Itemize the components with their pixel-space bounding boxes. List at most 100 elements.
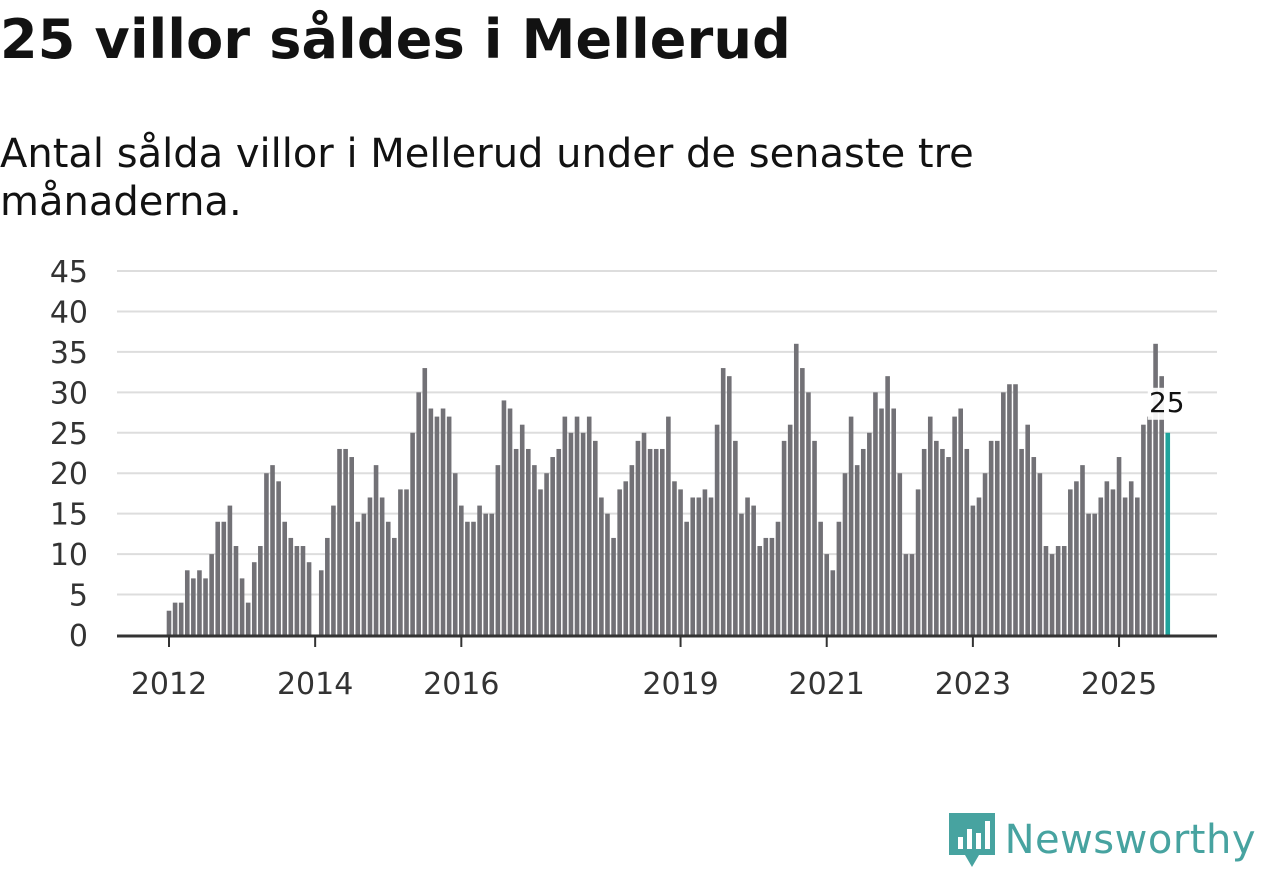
bar <box>593 440 598 635</box>
bar <box>1104 481 1110 635</box>
bar <box>946 457 951 635</box>
bar <box>1080 465 1085 635</box>
bar <box>739 513 744 635</box>
bar <box>1098 497 1104 635</box>
bar <box>611 537 616 635</box>
bar <box>672 481 677 635</box>
bar <box>806 392 811 635</box>
bar <box>1013 384 1018 635</box>
bar <box>203 578 208 635</box>
bar <box>300 546 306 635</box>
bar <box>1092 513 1097 635</box>
bar <box>373 465 379 635</box>
bar <box>1025 424 1030 635</box>
bar <box>209 554 214 635</box>
bar <box>233 546 239 635</box>
bar <box>909 554 915 635</box>
bar <box>574 416 580 635</box>
bar <box>964 448 970 635</box>
bar <box>452 473 458 635</box>
bar <box>532 465 537 635</box>
newsworthy-logo[interactable]: Newsworthy <box>947 811 1256 869</box>
bar <box>239 578 245 635</box>
bar <box>556 448 562 635</box>
bar <box>1049 554 1055 635</box>
bar <box>1153 343 1158 635</box>
chart-subtitle: Antal sålda villor i Mellerud under de s… <box>0 131 974 225</box>
bar <box>678 489 683 635</box>
bar <box>1086 513 1091 635</box>
bar <box>988 440 994 635</box>
y-axis-labels: 0 5 10 15 20 25 30 35 40 45 <box>50 255 88 654</box>
bar <box>172 602 178 635</box>
bar <box>745 497 750 635</box>
bar <box>1135 497 1140 635</box>
bars <box>166 343 1171 635</box>
bar <box>842 473 848 635</box>
bar <box>903 554 909 635</box>
bar <box>854 465 860 635</box>
bar <box>1061 546 1067 635</box>
y-tick-label: 40 <box>50 295 88 330</box>
bar <box>221 521 227 635</box>
y-tick-label: 10 <box>50 538 88 573</box>
bar <box>1122 497 1128 635</box>
bar <box>367 497 373 635</box>
bar <box>544 473 549 635</box>
bar <box>915 489 921 635</box>
bar <box>282 521 288 635</box>
bar <box>641 432 647 635</box>
bar <box>891 408 897 635</box>
bar <box>227 505 233 635</box>
bar <box>446 416 452 635</box>
bar <box>513 448 519 635</box>
bar <box>994 440 1000 635</box>
bar <box>726 376 732 635</box>
bar <box>538 489 543 635</box>
bar <box>800 368 805 635</box>
bar <box>245 602 251 635</box>
bar <box>860 448 866 635</box>
bar <box>1037 473 1043 635</box>
x-axis-ticks: 2012 2014 2016 2019 2021 2023 2025 <box>131 636 1157 700</box>
y-tick-label: 5 <box>69 579 88 614</box>
bar <box>410 432 415 635</box>
y-tick-label: 35 <box>50 336 88 371</box>
bar <box>477 505 482 635</box>
bar <box>440 408 446 635</box>
y-tick-label: 25 <box>50 417 88 452</box>
bar <box>982 473 988 635</box>
bar <box>568 432 574 635</box>
bar <box>251 562 257 635</box>
bar <box>690 497 696 635</box>
bar <box>1007 384 1012 635</box>
bar <box>1055 546 1061 635</box>
bar <box>958 408 963 635</box>
bar-chart: 2012 2014 2016 2019 2021 2023 2025 05101520253… <box>50 255 1217 700</box>
bar <box>605 513 610 635</box>
bar <box>720 368 726 635</box>
bar <box>586 416 592 635</box>
bar <box>318 570 324 635</box>
bar <box>702 489 708 635</box>
bar <box>483 513 488 635</box>
brand-name: Newsworthy <box>1004 817 1256 863</box>
bar <box>1031 457 1037 635</box>
bar <box>178 602 184 635</box>
bar <box>495 465 501 635</box>
bar <box>879 408 884 635</box>
bar <box>1110 489 1116 635</box>
bar <box>379 497 385 635</box>
x-tick-label: 2012 <box>131 667 207 700</box>
bar <box>392 537 397 635</box>
bar <box>501 400 507 635</box>
y-tick-label: 30 <box>50 376 88 411</box>
bar <box>921 448 927 635</box>
annotation-background <box>1147 387 1188 420</box>
bar <box>258 546 263 635</box>
bar <box>848 416 854 635</box>
bar <box>769 537 775 635</box>
bar <box>550 457 555 635</box>
bar <box>343 448 348 635</box>
bar <box>489 513 495 635</box>
